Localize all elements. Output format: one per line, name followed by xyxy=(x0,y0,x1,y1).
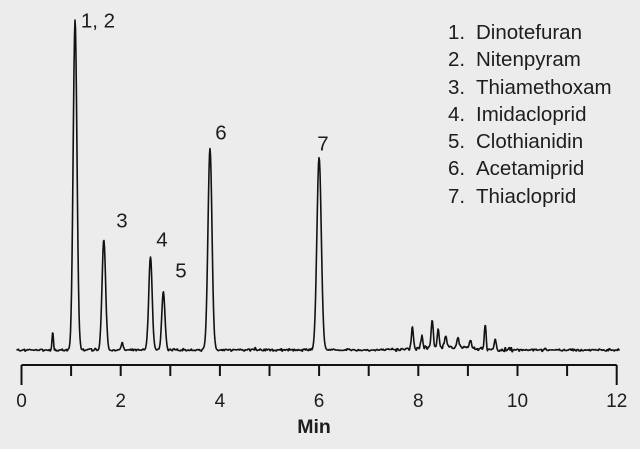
legend-item-thiamethoxam: 3. Thiamethoxam xyxy=(448,74,612,101)
peak-legend: 1. Dinotefuran 2. Nitenpyram 3. Thiameth… xyxy=(448,19,612,210)
peak-label-6: 6 xyxy=(215,122,226,145)
legend-number: 3. xyxy=(448,75,466,99)
legend-compound-name: Thiacloprid xyxy=(476,184,577,208)
legend-compound-name: Nitenpyram xyxy=(476,48,581,72)
x-tick-label-0: 0 xyxy=(16,391,27,412)
legend-number: 1. xyxy=(448,21,466,44)
legend-compound-name: Acetamiprid xyxy=(476,157,585,181)
chromatogram-trace xyxy=(16,19,620,353)
x-tick-label-12: 12 xyxy=(606,391,627,412)
legend-number: 7. xyxy=(448,184,466,208)
x-tick-label-2: 2 xyxy=(115,391,126,412)
peak-label-5: 5 xyxy=(175,260,186,283)
legend-item-thiacloprid: 7. Thiacloprid xyxy=(448,183,612,210)
legend-compound-name: Clothianidin xyxy=(476,130,584,154)
legend-item-dinotefuran: 1. Dinotefuran xyxy=(448,19,612,46)
legend-number: 5. xyxy=(448,130,466,154)
legend-item-imidacloprid: 4. Imidacloprid xyxy=(448,101,612,128)
x-tick-label-4: 4 xyxy=(215,391,226,412)
legend-compound-name: Thiamethoxam xyxy=(476,75,612,99)
legend-number: 2. xyxy=(448,48,466,72)
legend-compound-name: Imidacloprid xyxy=(476,102,587,126)
legend-item-nitenpyram: 2. Nitenpyram xyxy=(448,46,612,73)
legend-number: 6. xyxy=(448,157,466,181)
legend-item-clothianidin: 5. Clothianidin xyxy=(448,128,612,155)
peak-label-7: 7 xyxy=(317,133,328,156)
legend-number: 4. xyxy=(448,102,466,126)
peak-label-3: 3 xyxy=(116,210,127,233)
legend-item-acetamiprid: 6. Acetamiprid xyxy=(448,155,612,182)
legend-compound-name: Dinotefuran xyxy=(476,21,582,44)
x-tick-label-6: 6 xyxy=(314,391,325,412)
x-tick-label-10: 10 xyxy=(507,391,528,412)
peak-label-1-2: 1, 2 xyxy=(81,10,115,33)
peak-label-4: 4 xyxy=(156,229,167,252)
x-axis-title: Min xyxy=(297,416,331,438)
x-tick-label-8: 8 xyxy=(413,391,424,412)
